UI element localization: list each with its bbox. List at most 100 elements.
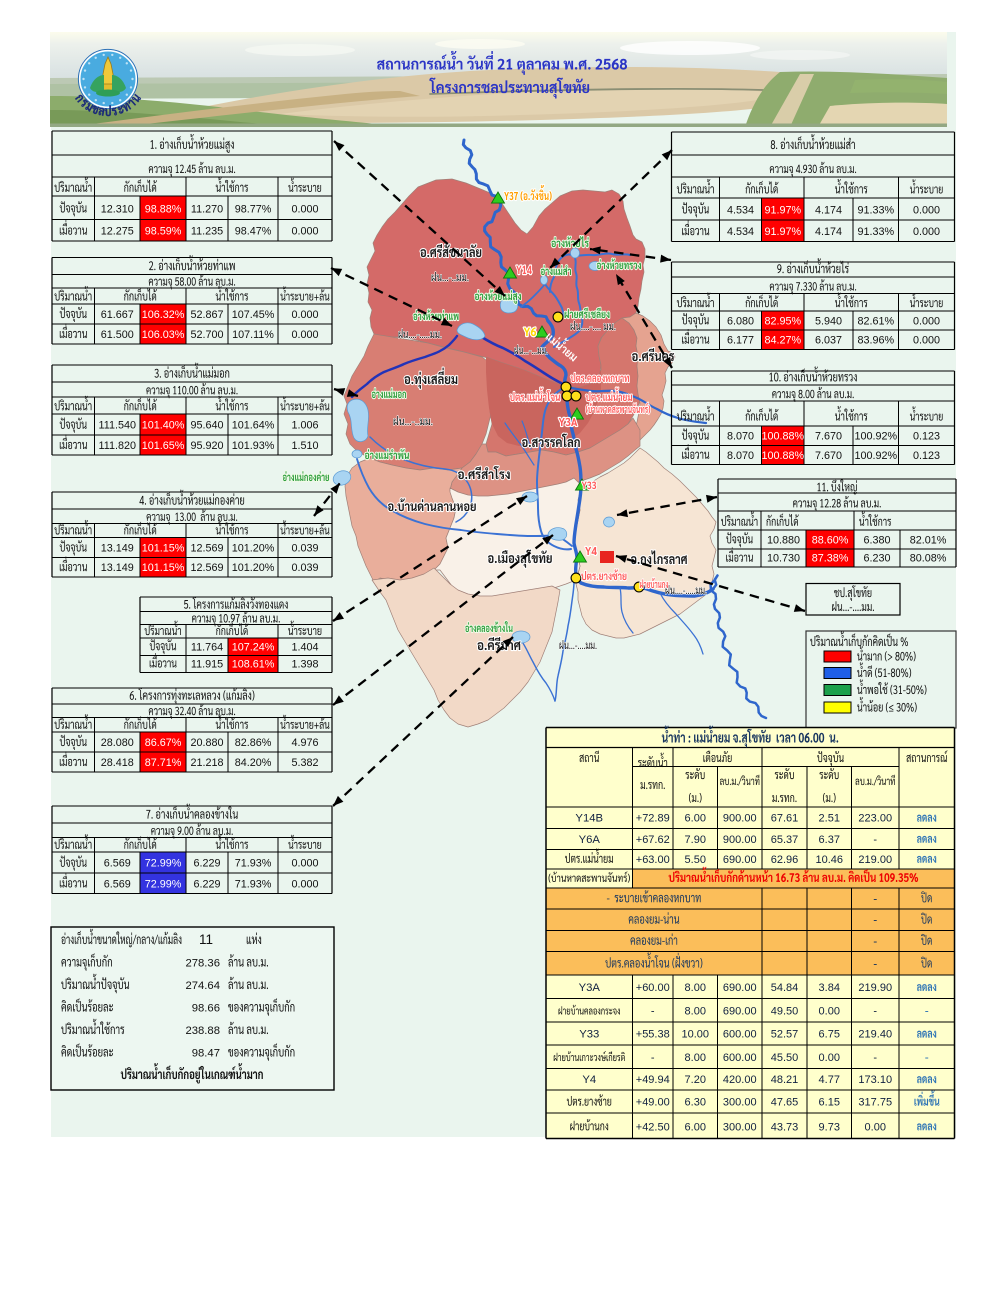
svg-text:-: -	[873, 1005, 877, 1017]
svg-text:101.40%: 101.40%	[142, 420, 185, 432]
svg-text:101.20%: 101.20%	[232, 562, 275, 574]
svg-text:12.310: 12.310	[101, 203, 134, 215]
svg-text:6.30: 6.30	[685, 1097, 706, 1109]
svg-text:91.33%: 91.33%	[857, 204, 894, 216]
svg-text:4.174: 4.174	[815, 226, 842, 238]
svg-text:83.96%: 83.96%	[857, 335, 894, 347]
svg-text:21.218: 21.218	[190, 757, 223, 769]
svg-text:0.000: 0.000	[291, 203, 318, 215]
svg-text:690.00: 690.00	[723, 982, 757, 994]
svg-text:107.11%: 107.11%	[232, 329, 274, 341]
svg-text:52.700: 52.700	[190, 329, 223, 341]
svg-text:223.00: 223.00	[858, 813, 892, 825]
svg-text:10.730: 10.730	[767, 553, 800, 565]
svg-text:-: -	[873, 956, 877, 970]
svg-text:98.88%: 98.88%	[145, 203, 182, 215]
svg-text:6.00: 6.00	[685, 1121, 706, 1133]
svg-text:80.08%: 80.08%	[910, 553, 947, 565]
svg-text:91.97%: 91.97%	[764, 226, 801, 238]
svg-text:0.000: 0.000	[913, 315, 940, 327]
svg-text:71.93%: 71.93%	[235, 878, 272, 890]
svg-text:4.534: 4.534	[727, 204, 754, 216]
svg-text:54.84: 54.84	[771, 982, 799, 994]
svg-text:61.667: 61.667	[101, 309, 134, 321]
svg-text:88.60%: 88.60%	[812, 534, 849, 546]
svg-text:95.640: 95.640	[190, 420, 223, 432]
svg-text:91.97%: 91.97%	[764, 204, 801, 216]
svg-text:0.000: 0.000	[913, 226, 940, 238]
svg-text:4.534: 4.534	[727, 226, 754, 238]
svg-text:6.380: 6.380	[863, 534, 890, 546]
svg-text:-: -	[651, 1005, 655, 1017]
svg-text:-: -	[925, 1050, 929, 1064]
svg-text:5.940: 5.940	[815, 315, 842, 327]
svg-text:100.88%: 100.88%	[761, 450, 804, 462]
svg-text:173.10: 173.10	[858, 1074, 892, 1086]
svg-text:5.382: 5.382	[291, 757, 318, 769]
svg-text:900.00: 900.00	[723, 834, 757, 846]
svg-text:98.47%: 98.47%	[235, 226, 272, 238]
svg-text:8.00: 8.00	[685, 1005, 706, 1017]
svg-text:Y6A: Y6A	[579, 834, 601, 846]
svg-text:106.32%: 106.32%	[142, 309, 185, 321]
svg-text:0.000: 0.000	[291, 309, 318, 321]
svg-text:0.039: 0.039	[291, 543, 318, 555]
svg-text:+49.94: +49.94	[636, 1074, 670, 1086]
svg-text:49.50: 49.50	[771, 1005, 799, 1017]
svg-text:82.86%: 82.86%	[235, 737, 272, 749]
svg-text:0.123: 0.123	[913, 450, 940, 462]
svg-text:7.670: 7.670	[815, 431, 842, 443]
svg-text:317.75: 317.75	[858, 1097, 892, 1109]
svg-text:7.670: 7.670	[815, 450, 842, 462]
svg-text:87.71%: 87.71%	[145, 757, 182, 769]
svg-text:-: -	[873, 913, 877, 927]
svg-text:101.15%: 101.15%	[142, 562, 185, 574]
svg-text:600.00: 600.00	[723, 1052, 757, 1064]
svg-text:6.15: 6.15	[819, 1097, 840, 1109]
svg-text:+67.62: +67.62	[636, 834, 670, 846]
svg-text:238.88: 238.88	[185, 1025, 220, 1037]
svg-text:7.90: 7.90	[685, 834, 706, 846]
svg-text:84.27%: 84.27%	[764, 335, 801, 347]
svg-text:0.00: 0.00	[865, 1121, 886, 1133]
svg-text:-: -	[873, 834, 877, 846]
svg-text:3.84: 3.84	[819, 982, 840, 994]
svg-text:900.00: 900.00	[723, 813, 757, 825]
svg-text:47.65: 47.65	[771, 1097, 799, 1109]
svg-text:62.96: 62.96	[771, 854, 799, 866]
svg-text:12.569: 12.569	[190, 543, 223, 555]
svg-text:72.99%: 72.99%	[145, 858, 182, 870]
svg-text:82.95%: 82.95%	[764, 315, 801, 327]
svg-text:0.00: 0.00	[819, 1005, 840, 1017]
svg-text:+42.50: +42.50	[636, 1121, 670, 1133]
svg-text:98.59%: 98.59%	[145, 226, 182, 238]
svg-text:+63.00: +63.00	[636, 854, 670, 866]
svg-text:8.00: 8.00	[685, 1052, 706, 1064]
svg-text:6.230: 6.230	[863, 553, 890, 565]
svg-text:7.20: 7.20	[685, 1074, 706, 1086]
svg-text:107.45%: 107.45%	[232, 309, 275, 321]
svg-text:1.510: 1.510	[291, 440, 318, 452]
svg-text:219.90: 219.90	[858, 982, 892, 994]
svg-text:219.00: 219.00	[858, 854, 892, 866]
svg-text:8.070: 8.070	[727, 450, 754, 462]
svg-text:84.20%: 84.20%	[235, 757, 272, 769]
svg-text:52.867: 52.867	[190, 309, 223, 321]
svg-text:+72.89: +72.89	[636, 813, 670, 825]
svg-text:86.67%: 86.67%	[145, 737, 182, 749]
svg-text:300.00: 300.00	[723, 1121, 757, 1133]
svg-text:6.00: 6.00	[685, 813, 706, 825]
svg-text:100.92%: 100.92%	[854, 450, 897, 462]
svg-text:11.764: 11.764	[191, 641, 223, 653]
svg-text:28.080: 28.080	[101, 737, 134, 749]
svg-text:91.33%: 91.33%	[857, 226, 894, 238]
svg-text:-: -	[651, 1052, 655, 1064]
svg-text:0.039: 0.039	[291, 562, 318, 574]
svg-text:1.006: 1.006	[291, 420, 318, 432]
svg-text:0.000: 0.000	[291, 329, 318, 341]
svg-text:+49.00: +49.00	[636, 1097, 670, 1109]
svg-text:87.38%: 87.38%	[812, 553, 849, 565]
svg-text:101.64%: 101.64%	[232, 420, 275, 432]
svg-text:61.500: 61.500	[101, 329, 134, 341]
svg-text:10.880: 10.880	[767, 534, 800, 546]
